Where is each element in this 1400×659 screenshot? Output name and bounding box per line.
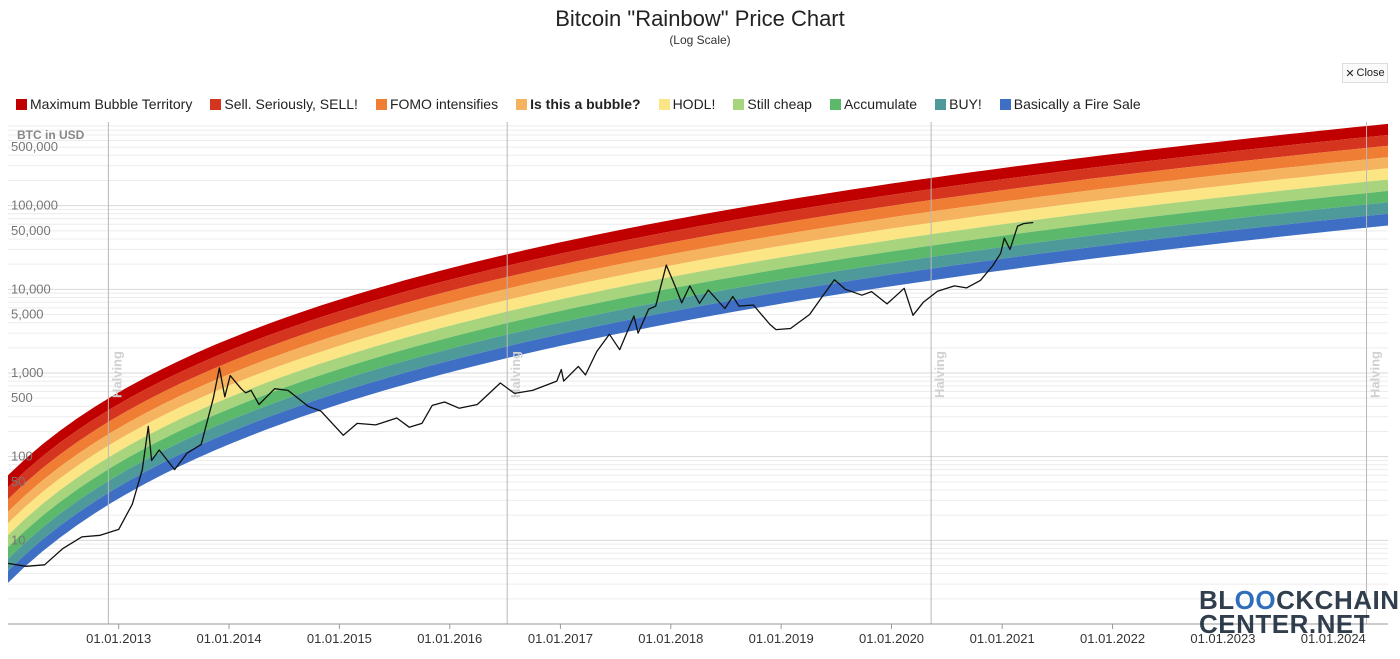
- legend-swatch: [658, 98, 670, 110]
- legend-item[interactable]: Accumulate: [829, 96, 918, 112]
- x-tick-label: 01.01.2018: [638, 631, 703, 646]
- y-axis-title: BTC in USD: [17, 128, 85, 142]
- halving-label: Halving: [932, 351, 947, 398]
- legend-label: Is this a bubble?: [530, 96, 641, 112]
- blockchaincenter-logo: BLOOCKCHAIN CENTER.NET: [1199, 585, 1400, 639]
- logo-text-c: CKCHAIN: [1276, 585, 1400, 615]
- x-tick-label: 01.01.2015: [307, 631, 372, 646]
- rainbow-bands: [8, 123, 1388, 583]
- y-tick-label: 100,000: [11, 198, 58, 213]
- halving-label: Halving: [1368, 351, 1383, 398]
- legend-swatch: [375, 98, 387, 110]
- y-tick-label: 500,000: [11, 139, 58, 154]
- x-tick-label: 01.01.2014: [196, 631, 261, 646]
- legend-label: Maximum Bubble Territory: [30, 96, 193, 112]
- x-tick-label: 01.01.2021: [970, 631, 1035, 646]
- y-tick-label: 50: [11, 474, 25, 489]
- y-tick-label: 10: [11, 532, 25, 547]
- chart-subtitle: (Log Scale): [669, 33, 731, 47]
- legend-swatch: [999, 98, 1011, 110]
- legend-label: Sell. Seriously, SELL!: [224, 96, 358, 112]
- x-tick-label: 01.01.2016: [417, 631, 482, 646]
- logo-text-line2: CENTER.NET: [1199, 609, 1371, 639]
- halving-label: Halving: [109, 351, 124, 398]
- legend-item[interactable]: Still cheap: [733, 96, 812, 112]
- legend-item[interactable]: Is this a bubble?: [516, 96, 641, 112]
- x-tick-label: 01.01.2020: [859, 631, 924, 646]
- legend-label: Accumulate: [843, 96, 918, 112]
- x-tick-label: 01.01.2013: [86, 631, 151, 646]
- legend-label: HODL!: [672, 96, 716, 112]
- x-tick-label: 01.01.2019: [749, 631, 814, 646]
- legend-swatch: [733, 98, 745, 110]
- legend-item[interactable]: Basically a Fire Sale: [999, 96, 1141, 112]
- legend-swatch: [210, 98, 222, 110]
- y-tick-label: 100: [11, 449, 33, 464]
- legend-label: Still cheap: [747, 96, 812, 112]
- logo-text-oo: OO: [1234, 585, 1277, 615]
- logo-text-a: BL: [1199, 585, 1235, 615]
- legend-label: FOMO intensifies: [389, 96, 499, 112]
- chart-legend: Maximum Bubble Territory Sell. Seriously,…: [16, 96, 1159, 112]
- x-tick-label: 01.01.2017: [528, 631, 593, 646]
- legend-label: Basically a Fire Sale: [1013, 96, 1141, 112]
- x-tick-label: 01.01.2023: [1190, 631, 1255, 646]
- y-tick-label: 10,000: [11, 281, 51, 296]
- legend-swatch: [16, 98, 27, 110]
- close-label: Close: [1356, 67, 1385, 79]
- y-tick-label: 5,000: [11, 307, 44, 322]
- legend-swatch: [935, 98, 947, 110]
- legend-item[interactable]: Sell. Seriously, SELL!: [210, 96, 358, 112]
- legend-item[interactable]: FOMO intensifies: [375, 96, 499, 112]
- x-tick-label: 01.01.2022: [1080, 631, 1145, 646]
- y-tick-label: 500: [11, 390, 33, 405]
- legend-item[interactable]: Maximum Bubble Territory: [16, 96, 192, 112]
- y-tick-label: 1,000: [11, 365, 44, 380]
- price-line: [7, 221, 1034, 567]
- close-button[interactable]: ✕ Close: [1342, 63, 1388, 83]
- chart-title: Bitcoin "Rainbow" Price Chart: [555, 6, 845, 31]
- legend-item[interactable]: HODL!: [658, 96, 716, 112]
- legend-item[interactable]: BUY!: [935, 96, 982, 112]
- halving-label: Halving: [508, 351, 523, 398]
- legend-swatch: [829, 98, 841, 110]
- close-icon: ✕: [1345, 67, 1355, 80]
- legend-label: BUY!: [949, 96, 982, 112]
- y-tick-label: 50,000: [11, 223, 51, 238]
- x-tick-label: 01.01.2024: [1301, 631, 1366, 646]
- legend-swatch: [516, 98, 528, 110]
